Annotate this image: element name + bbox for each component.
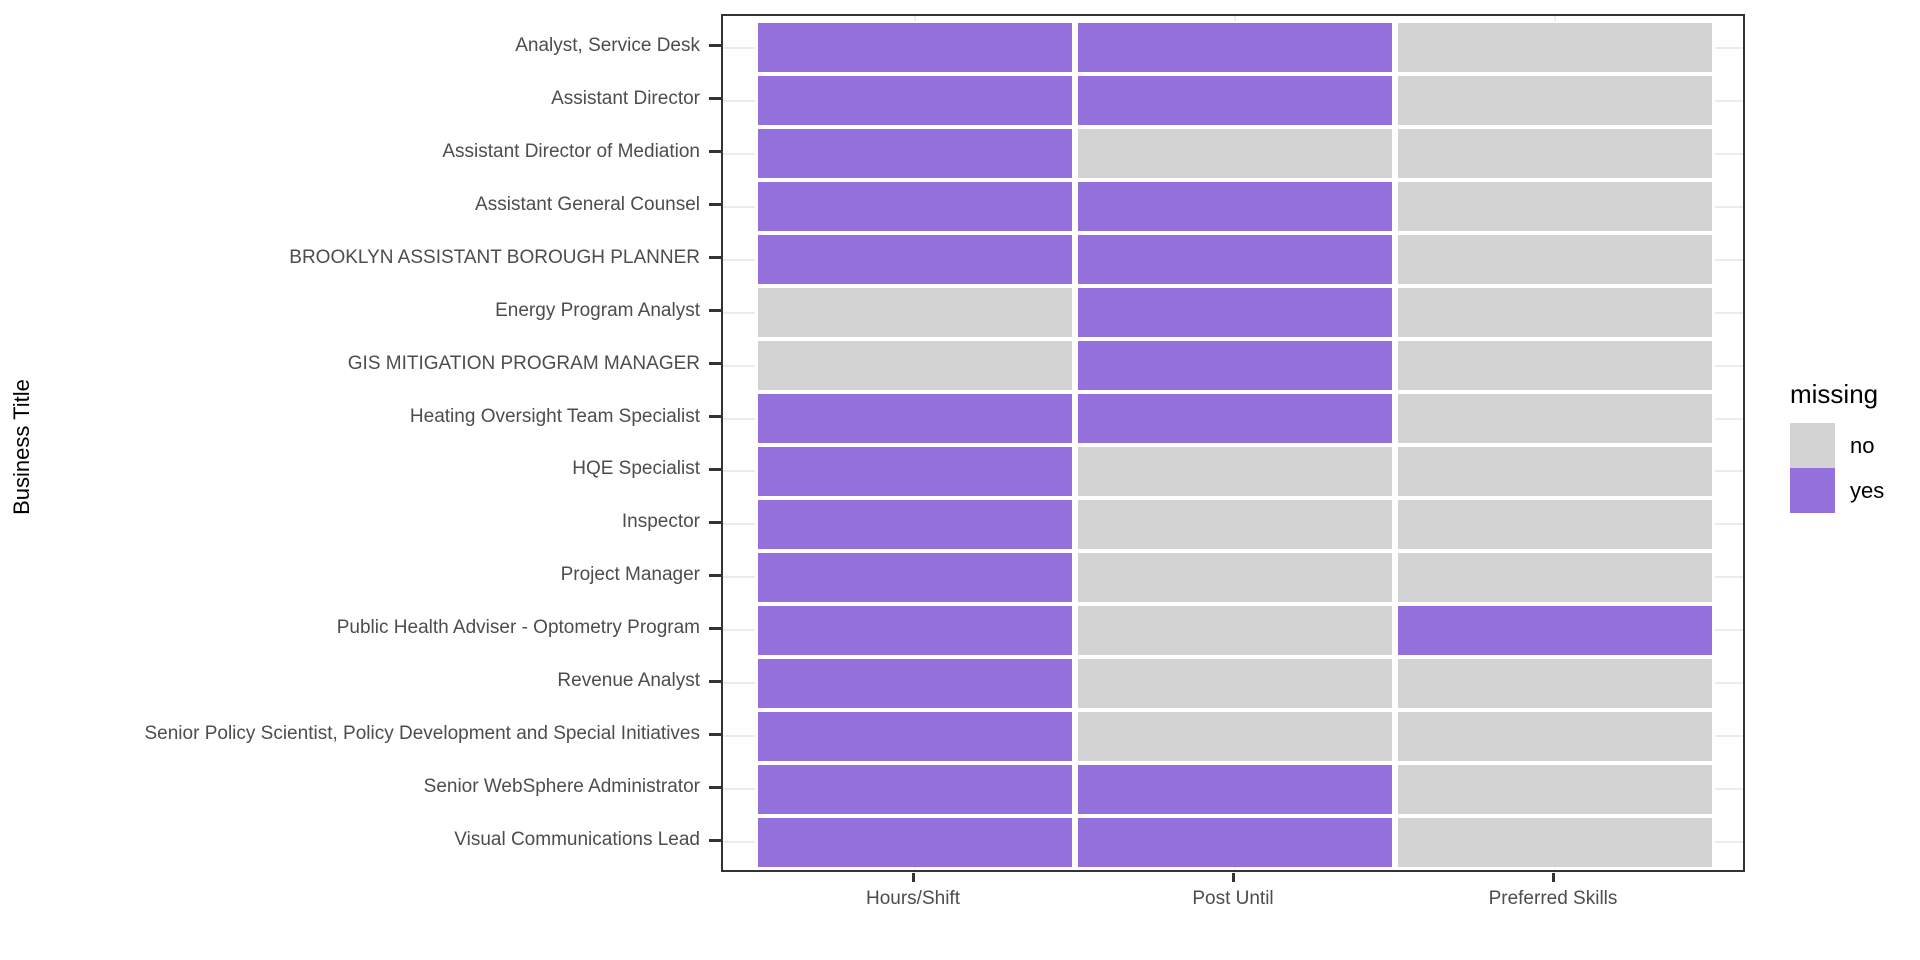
x-axis-tick-mark xyxy=(1551,873,1555,882)
legend-key: yes xyxy=(1790,468,1884,513)
y-axis-tick-mark xyxy=(709,362,721,366)
heatmap-cell xyxy=(1075,604,1395,657)
heatmap-cell xyxy=(1075,710,1395,763)
heatmap-cell xyxy=(1075,21,1395,74)
heatmap-cell xyxy=(755,551,1075,604)
heatmap-cell xyxy=(755,392,1075,445)
x-axis-tick-label: Post Until xyxy=(1192,888,1274,909)
heatmap-cell xyxy=(1075,498,1395,551)
heatmap-cell xyxy=(755,657,1075,710)
heatmap-cell xyxy=(1075,286,1395,339)
heatmap-cell xyxy=(1075,551,1395,604)
heatmap-cell xyxy=(1395,763,1715,816)
heatmap-cell xyxy=(1395,445,1715,498)
heatmap-cell xyxy=(755,127,1075,180)
y-axis-tick-label: Revenue Analyst xyxy=(557,670,700,692)
heatmap-cell xyxy=(1395,392,1715,445)
heatmap-cell xyxy=(1395,339,1715,392)
y-axis-tick-label: Energy Program Analyst xyxy=(495,299,700,321)
y-axis-tick-label: Assistant General Counsel xyxy=(475,193,700,215)
y-axis-tick-mark xyxy=(709,256,721,260)
heatmap-cell xyxy=(755,710,1075,763)
y-axis-tick-mark xyxy=(709,732,721,736)
heatmap-cell xyxy=(1075,392,1395,445)
heatmap-cell xyxy=(755,339,1075,392)
heatmap-cell xyxy=(1395,551,1715,604)
heatmap-cell xyxy=(755,763,1075,816)
heatmap-tiles xyxy=(755,21,1715,869)
y-axis-tick-mark xyxy=(709,838,721,842)
y-axis-tick-label: Public Health Adviser - Optometry Progra… xyxy=(336,617,700,639)
heatmap-cell xyxy=(755,445,1075,498)
y-axis-tick-mark xyxy=(709,150,721,154)
y-axis-tick-label: Senior Policy Scientist, Policy Developm… xyxy=(144,723,701,745)
y-axis-labels: Analyst, Service Desk Assistant Director A… xyxy=(0,14,701,872)
x-axis-tick-label: Preferred Skills xyxy=(1488,888,1618,909)
legend-swatch-no xyxy=(1790,423,1835,468)
y-axis-tick-mark xyxy=(709,785,721,789)
heatmap-cell xyxy=(755,286,1075,339)
legend-label: yes xyxy=(1850,477,1885,503)
y-axis-tick-label: Assistant Director xyxy=(551,87,700,109)
heatmap-cell xyxy=(755,604,1075,657)
y-axis-tick-mark xyxy=(709,520,721,524)
heatmap-cell xyxy=(1395,74,1715,127)
heatmap-cell xyxy=(1395,286,1715,339)
legend-key: no xyxy=(1790,423,1884,468)
heatmap-cell xyxy=(755,74,1075,127)
heatmap-cell xyxy=(1395,233,1715,286)
legend: missing no yes xyxy=(1790,379,1884,513)
y-axis-tick-mark xyxy=(709,97,721,101)
heatmap-cell xyxy=(755,816,1075,869)
x-axis-tick-label: Hours/Shift xyxy=(866,888,960,909)
y-axis-tick-label: Senior WebSphere Administrator xyxy=(423,776,700,798)
y-axis-tick-label: GIS MITIGATION PROGRAM MANAGER xyxy=(347,352,700,374)
y-axis-tick-mark xyxy=(709,467,721,471)
y-axis-tick-label: Heating Oversight Team Specialist xyxy=(409,405,700,427)
y-axis-tick-mark xyxy=(709,573,721,577)
heatmap-cell xyxy=(1075,657,1395,710)
y-axis-tick-mark xyxy=(709,679,721,683)
heatmap-cell xyxy=(755,233,1075,286)
heatmap-cell xyxy=(1395,127,1715,180)
heatmap-cell xyxy=(1075,180,1395,233)
heatmap-cell xyxy=(1395,816,1715,869)
heatmap-cell xyxy=(1075,763,1395,816)
legend-keys: no yes xyxy=(1790,423,1884,513)
heatmap-cell xyxy=(1395,21,1715,74)
heatmap-cell xyxy=(1075,816,1395,869)
heatmap-cell xyxy=(755,498,1075,551)
plot-panel xyxy=(721,14,1745,872)
y-axis-tick-label: Project Manager xyxy=(560,564,700,586)
y-axis-tick-mark xyxy=(709,309,721,313)
y-axis-tick-mark xyxy=(709,626,721,630)
heatmap-cell xyxy=(1075,339,1395,392)
legend-label: no xyxy=(1850,432,1875,458)
heatmap-cell xyxy=(755,180,1075,233)
x-axis-tick-mark xyxy=(911,873,915,882)
y-axis-tick-mark xyxy=(709,203,721,207)
y-axis-tick-label: Assistant Director of Mediation xyxy=(442,140,700,162)
heatmap-cell xyxy=(1075,445,1395,498)
heatmap-cell xyxy=(1075,233,1395,286)
heatmap-cell xyxy=(1395,498,1715,551)
heatmap-cell xyxy=(1395,710,1715,763)
heatmap-cell xyxy=(1395,657,1715,710)
y-axis-tick-mark xyxy=(709,415,721,419)
y-axis-tick-label: BROOKLYN ASSISTANT BOROUGH PLANNER xyxy=(289,246,700,268)
heatmap-cell xyxy=(1395,604,1715,657)
x-axis-tick-mark xyxy=(1231,873,1235,882)
heatmap-cell xyxy=(1075,127,1395,180)
y-axis-tick-label: HQE Specialist xyxy=(572,458,700,480)
y-axis-tick-mark xyxy=(709,44,721,48)
heatmap-cell xyxy=(755,21,1075,74)
y-axis-tick-label: Analyst, Service Desk xyxy=(515,34,700,56)
y-axis-tick-label: Visual Communications Lead xyxy=(454,829,700,851)
heatmap-cell xyxy=(1395,180,1715,233)
y-axis-tick-label: Inspector xyxy=(621,511,700,533)
legend-swatch-yes xyxy=(1790,468,1835,513)
heatmap-cell xyxy=(1075,74,1395,127)
legend-title: missing xyxy=(1790,379,1879,409)
